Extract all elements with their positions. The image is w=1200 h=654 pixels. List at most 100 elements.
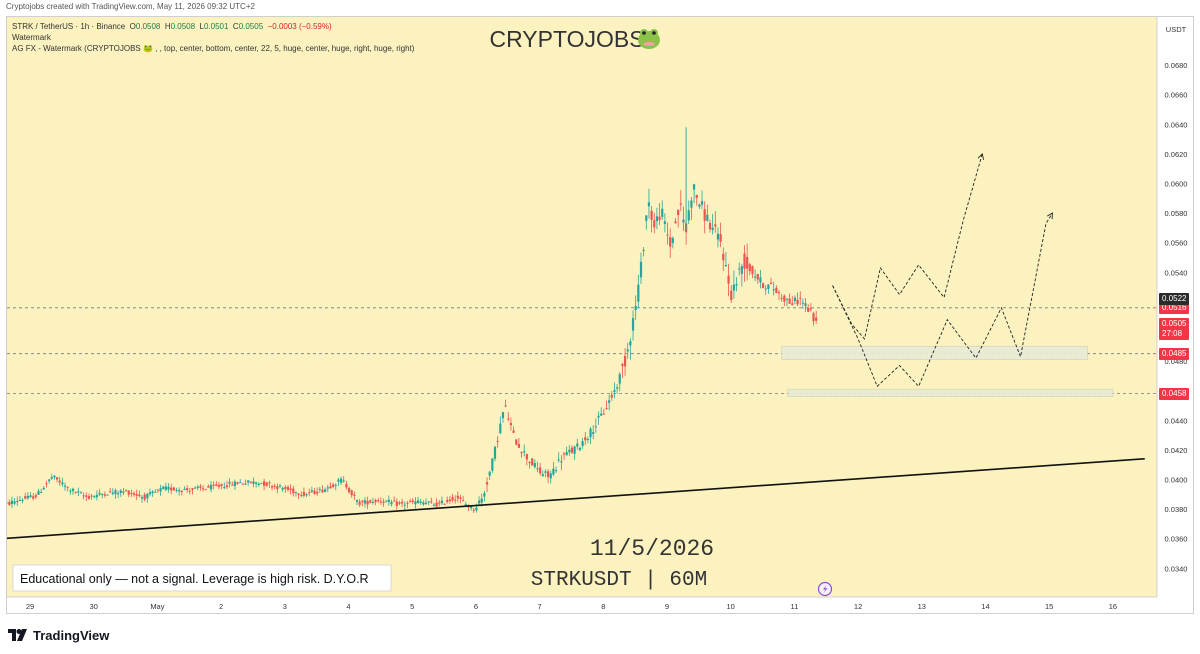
x-tick-label: 9	[665, 602, 669, 611]
candle-body	[146, 493, 149, 499]
candle-body	[276, 486, 279, 490]
ohlc-close: 0.0505	[238, 22, 264, 31]
candle-body	[576, 443, 579, 447]
candle-body	[130, 493, 133, 495]
candle-body	[769, 282, 773, 285]
candle-body	[459, 497, 462, 499]
candle-body	[66, 486, 69, 488]
ohlc-open: 0.0508	[135, 22, 161, 31]
candle-body	[568, 449, 571, 453]
candle-body	[499, 423, 502, 434]
candle-body	[24, 496, 27, 499]
x-tick-label: May	[150, 602, 164, 611]
candle-body	[692, 184, 696, 190]
x-tick-label: 13	[918, 602, 926, 611]
candle-body	[470, 506, 473, 509]
candle-body	[71, 488, 75, 492]
candle-body	[63, 485, 67, 487]
x-tick-label: 7	[538, 602, 542, 611]
candle-body	[8, 502, 11, 505]
axes: USDT 0.0680 0.0660 0.0640 0.0620 0.0600 0.0580…	[7, 17, 1193, 613]
candle-body	[109, 491, 112, 493]
chart-area[interactable]: USDT 0.0680 0.0660 0.0640 0.0620 0.0600 0.0580…	[6, 16, 1194, 614]
candle-body	[387, 499, 390, 502]
disclaimer-text: Educational only — not a signal. Leverag…	[20, 572, 369, 586]
candle-body	[427, 501, 430, 503]
candle-body	[398, 502, 401, 504]
frog-icon	[638, 29, 660, 49]
candle-body	[294, 492, 298, 494]
watermark-pair: STRKUSDT | 60M	[531, 569, 707, 592]
projection-path-2	[832, 212, 1053, 388]
candle-body	[544, 471, 547, 473]
candle-body	[114, 490, 117, 495]
symbol-title: STRK / TetherUS · 1h · Binance	[12, 22, 126, 31]
candle-body	[156, 489, 160, 491]
y-tick-label: 0.0620	[1165, 150, 1188, 159]
y-tick-label: 0.0440	[1165, 416, 1188, 425]
candle-body	[647, 202, 651, 207]
candle-body	[406, 502, 409, 504]
candle-body	[207, 485, 210, 488]
candle-body	[462, 500, 465, 502]
indicator-legend-agfx[interactable]: AG FX - Watermark (CRYPTOJOBS 🐸 , , top,…	[12, 44, 415, 53]
candle-body	[233, 481, 237, 487]
candle-body	[363, 500, 367, 504]
candle-body	[223, 487, 226, 489]
candle-body	[186, 488, 189, 491]
x-tick-label: 5	[410, 602, 414, 611]
candle-body	[326, 487, 329, 489]
candle-body	[124, 490, 128, 492]
candle-body	[103, 494, 106, 496]
candle-body	[698, 204, 701, 207]
x-tick-label: 4	[346, 602, 350, 611]
candle-body	[477, 500, 481, 504]
candle-body	[496, 440, 499, 442]
candle-body	[270, 486, 274, 488]
trendline-group	[7, 457, 1145, 540]
indicator-legend-watermark[interactable]: Watermark	[12, 33, 51, 42]
candle-body	[631, 318, 635, 331]
candle-body	[204, 489, 207, 491]
candle-body	[557, 459, 560, 461]
candle-body	[573, 446, 576, 454]
lightning-icon[interactable]	[817, 581, 833, 597]
candle-body	[395, 501, 398, 506]
symbol-legend[interactable]: STRK / TetherUS · 1h · Binance O0.0508 H…	[12, 22, 332, 31]
candle-body	[807, 307, 810, 312]
candle-body	[493, 446, 497, 459]
candle-body	[77, 491, 80, 493]
candle-body	[669, 237, 672, 247]
y-tick-label: 0.0640	[1165, 120, 1188, 129]
candle-body	[653, 220, 656, 228]
current-price-tag: 0.0522	[1159, 292, 1190, 305]
candle-body	[456, 495, 459, 499]
candle-body	[777, 292, 781, 294]
candle-body	[393, 500, 396, 502]
x-tick-label: 8	[601, 602, 605, 611]
watermark-title: CRYPTOJOBS	[489, 26, 644, 52]
candle-body	[658, 216, 661, 220]
y-tick-label: 0.0340	[1165, 564, 1188, 573]
candle-body	[371, 501, 375, 503]
candle-body	[562, 453, 566, 455]
candle-body	[690, 200, 693, 208]
candlestick-chart[interactable]: USDT 0.0680 0.0660 0.0640 0.0620 0.0600 0.0580…	[7, 17, 1194, 614]
candle-body	[719, 234, 722, 242]
candle-body	[247, 480, 250, 483]
candle-body	[273, 485, 276, 487]
x-tick-label: 30	[90, 602, 98, 611]
candle-body	[305, 494, 308, 496]
candle-body	[629, 341, 632, 346]
candle-body	[440, 500, 444, 504]
tradingview-footer[interactable]: TradingView	[8, 626, 109, 644]
candle-body	[674, 221, 677, 224]
candle-body	[300, 494, 303, 497]
candle-body	[650, 210, 653, 220]
candle-body	[252, 481, 255, 485]
candle-body	[645, 215, 648, 221]
candle-body	[10, 500, 14, 505]
candle-body	[661, 208, 664, 217]
candle-body	[570, 447, 574, 453]
candle-body	[414, 501, 417, 505]
